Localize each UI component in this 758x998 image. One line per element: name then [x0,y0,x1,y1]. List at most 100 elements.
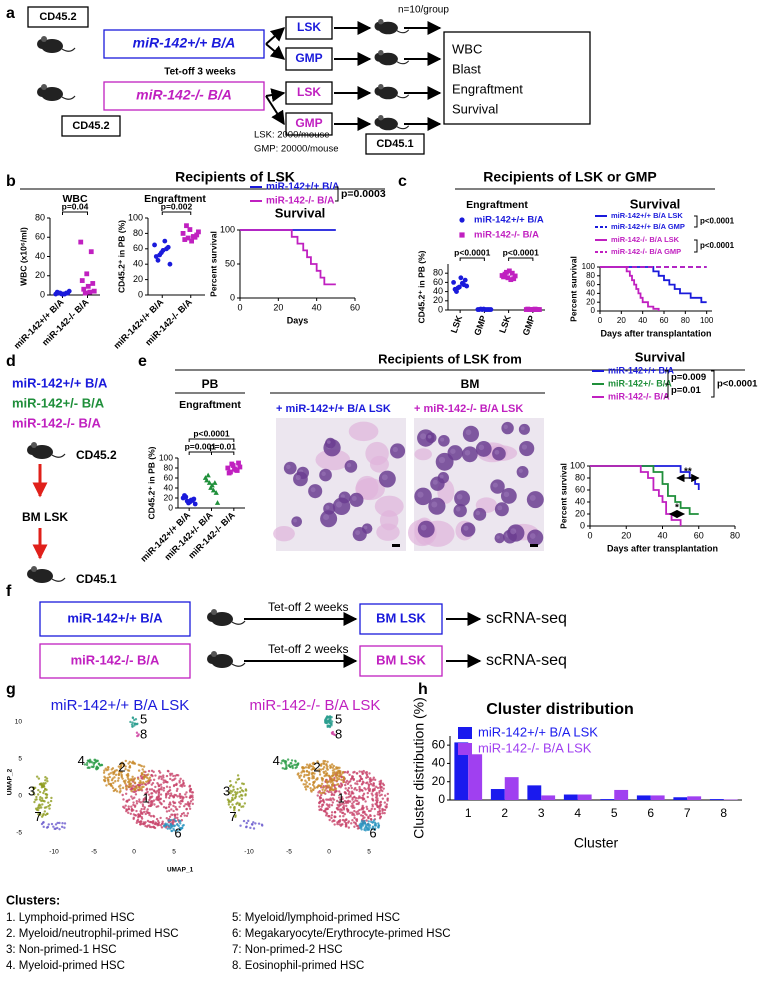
p-value: p<0.0001 [193,428,229,438]
umap-cell [103,775,106,779]
umap-cell [330,716,333,719]
umap-cell [179,777,182,781]
umap-cell [319,768,323,771]
umap-cell [133,796,136,799]
umap-cell [135,786,138,790]
umap-cell [376,805,379,809]
p-value: p<0.0001 [700,217,735,226]
umap-cell [150,788,154,791]
umap-cell [146,808,149,811]
umap-cell [182,811,185,815]
box [39,643,191,679]
umap-cell [355,824,359,828]
data-point [236,460,241,466]
umap-cell [167,792,170,795]
umap-cell [91,761,94,764]
umap-cell [354,782,357,785]
x-tick-label: 20 [621,530,631,540]
umap-cell [50,822,54,826]
umap-cell [138,788,141,792]
umap-cell [130,805,133,808]
umap-cell [181,779,185,783]
umap-cell [156,798,159,801]
y-axis-label: Percent survival [558,463,568,529]
box [365,133,425,155]
y-tick-label: 60 [164,472,174,482]
x-axis-label: Days after transplantation [607,543,718,553]
cluster-number: 2 [118,760,125,775]
cluster-number: 5 [140,712,147,727]
y-tick-label: 60 [575,484,585,494]
umap-cell [361,824,365,827]
data-point [165,244,171,250]
bar [563,794,578,800]
legend-swatch [458,743,472,755]
umap-cell [353,809,356,813]
umap-cell [337,777,341,781]
umap-cell [328,780,331,783]
nucleolus [381,474,388,481]
y-tick-label: 40 [164,482,174,492]
umap-cell [244,794,247,797]
data-point [233,467,239,473]
umap-cell [140,817,144,820]
umap-cell [307,766,310,769]
umap-cell [162,774,165,777]
umap-cell [88,766,91,770]
mouse-tail [396,94,410,99]
y-tick-label: 40 [35,251,45,261]
umap-cell [315,778,318,781]
umap-cell [349,794,352,797]
panel-label: f [6,583,12,600]
umap-cell [178,794,181,798]
y-tick-label: 20 [433,295,443,305]
data-point [464,283,470,289]
umap-cell [35,808,39,811]
umap-cell [328,721,331,725]
y-axis-label: CD45.2⁺ in PB (%) [416,250,426,323]
umap-cell [385,803,389,806]
umap-cell [188,789,192,792]
umap-cell [176,823,179,826]
umap-cell [345,818,348,822]
p-value: p<0.0001 [700,241,735,250]
axis-label: UMAP_2 [7,768,14,795]
umap-cell [363,827,366,830]
data-point [458,275,464,281]
umap-cell [328,786,331,789]
umap-cell [140,771,144,775]
umap-cell [170,829,174,833]
mouse-tail [61,95,76,100]
umap-cell [340,784,343,788]
umap-cell [320,782,324,785]
x-tick-label: 0 [327,849,331,856]
umap-cell [357,796,360,800]
umap-cell [361,789,364,792]
umap-cell [131,760,135,763]
cell [378,470,396,488]
umap-cell [130,795,133,798]
umap-cell [318,770,321,774]
data-point [184,223,189,229]
umap-cell [350,790,354,793]
umap-cell [191,802,194,806]
umap-cell [151,822,155,825]
cluster-number: 1 [337,791,344,806]
umap-cell [319,793,323,797]
umap-cell [370,807,373,811]
umap-cell [353,825,356,828]
umap-cell [110,768,113,771]
umap-cell [149,803,152,806]
mouse-tail [396,29,410,34]
umap-cell [323,789,327,792]
y-axis-label: CD45.2⁺ in PB (%) [146,446,156,519]
umap-cell [38,813,41,817]
umap-cell [333,823,336,826]
umap-cell [313,786,317,790]
umap-cell [151,774,154,778]
cluster-number: 8 [335,726,342,741]
umap-cell [353,814,356,817]
nucleolus [427,434,432,439]
umap-cell [335,779,338,782]
umap-cell [173,814,177,818]
